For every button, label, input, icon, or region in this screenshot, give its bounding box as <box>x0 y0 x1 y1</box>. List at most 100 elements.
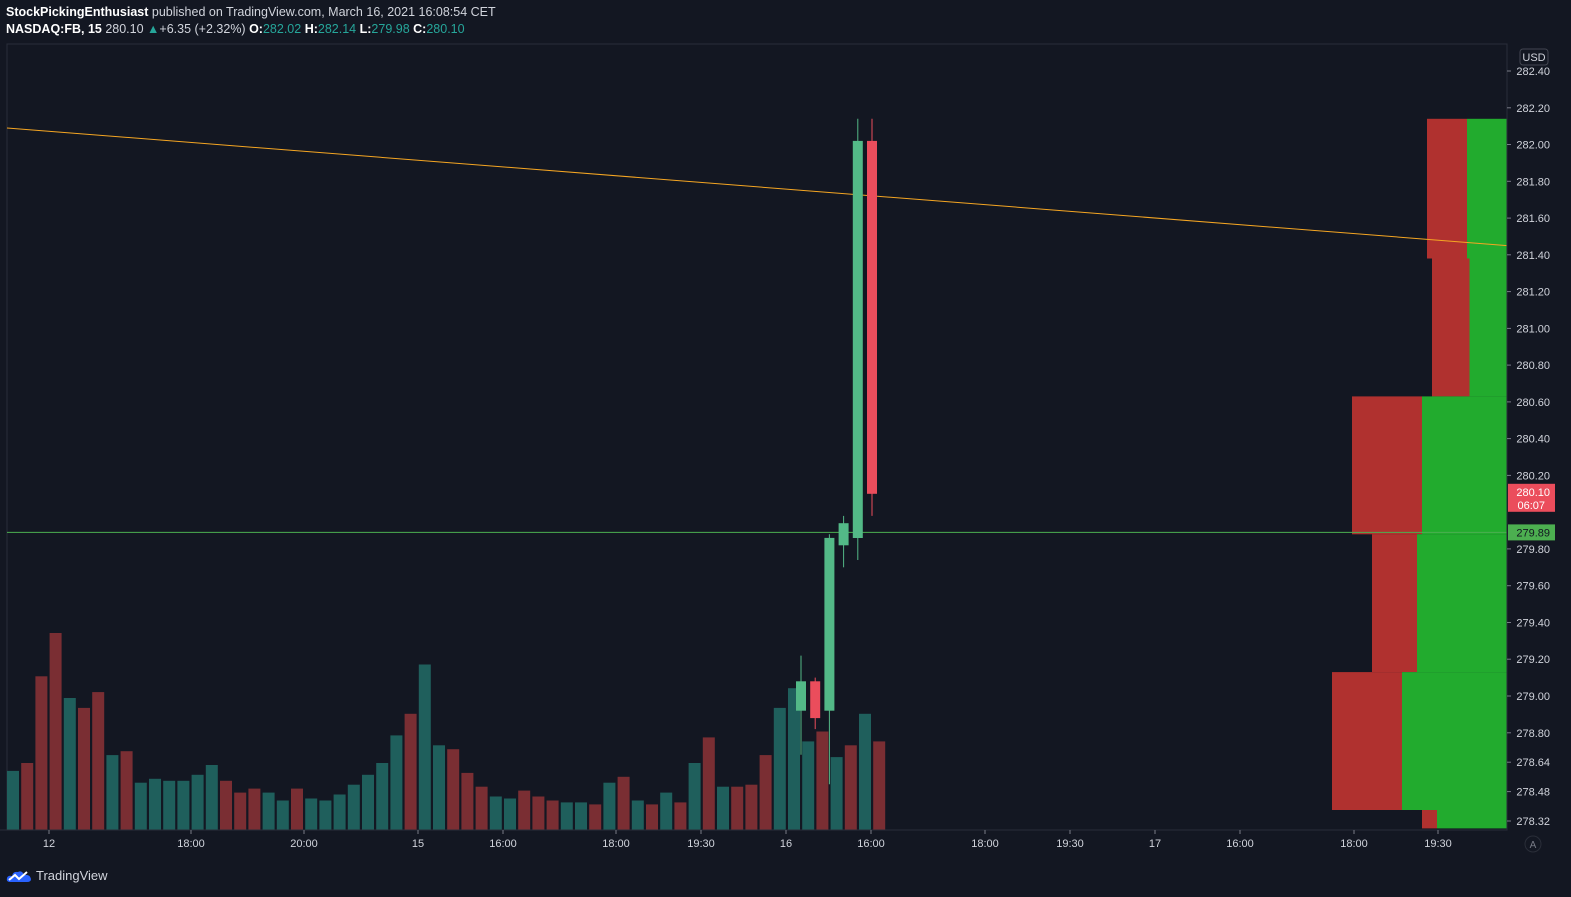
tradingview-logo[interactable]: TradingView <box>6 868 108 883</box>
volume-bar <box>461 772 474 830</box>
price-tick-label: 279.20 <box>1516 654 1550 666</box>
time-tick-label: 12 <box>43 838 55 850</box>
price-tick-label: 281.40 <box>1516 250 1550 262</box>
auto-scale-button[interactable] <box>1524 835 1542 853</box>
volume-bar <box>532 796 545 830</box>
volume-bar <box>660 792 673 830</box>
time-tick-label: 19:30 <box>1056 838 1084 850</box>
time-tick-label: 16:00 <box>857 838 885 850</box>
volume-bar <box>830 757 843 830</box>
volume-bar <box>475 786 488 830</box>
volume-bar <box>21 763 34 830</box>
volume-profile-down <box>1427 118 1467 259</box>
last-price-label: 280.10 <box>1516 487 1550 499</box>
volume-bar <box>347 784 360 830</box>
volume-profile <box>1332 118 1507 829</box>
price-tick-label: 282.20 <box>1516 103 1550 115</box>
volume-bar <box>674 802 687 830</box>
volume-profile-up <box>1437 810 1507 829</box>
volume-bar <box>49 633 62 830</box>
volume-bar <box>518 790 531 830</box>
volume-bar <box>163 780 176 831</box>
volume-profile-down <box>1422 810 1437 829</box>
time-tick-label: 18:00 <box>602 838 630 850</box>
volume-profile-up <box>1467 118 1507 259</box>
volume-bar <box>248 788 261 830</box>
price-tick-label: 281.60 <box>1516 213 1550 225</box>
time-tick-label: 19:30 <box>687 838 715 850</box>
candle-body[interactable] <box>810 681 821 719</box>
last-price: 280.10 <box>105 22 144 36</box>
published-text: published on TradingView.com, March 16, … <box>151 5 496 19</box>
volume-bar <box>234 792 247 830</box>
volume-bar <box>305 798 318 830</box>
symbol-line: NASDAQ:FB, 15 280.10 ▲+6.35 (+2.32%) O:2… <box>6 21 496 38</box>
volume-bar <box>489 796 502 830</box>
volume-profile-up <box>1402 672 1507 810</box>
price-tick-label: 280.20 <box>1516 470 1550 482</box>
volume-bar <box>376 763 389 830</box>
price-tick-label: 278.48 <box>1516 787 1550 799</box>
volume-bar <box>844 745 857 830</box>
volume-bar <box>276 800 289 830</box>
volume-bar <box>134 782 147 830</box>
volume-bar <box>759 755 772 830</box>
volume-profile-down <box>1372 534 1417 673</box>
price-tick-label: 279.60 <box>1516 581 1550 593</box>
volume-bar <box>788 688 800 830</box>
volume-bar <box>688 763 701 830</box>
author-name[interactable]: StockPickingEnthusiast <box>6 5 149 19</box>
time-tick-label: 20:00 <box>290 838 318 850</box>
volume-bar <box>78 707 90 830</box>
volume-bar <box>177 780 190 831</box>
price-tick-label: 278.32 <box>1516 816 1550 828</box>
time-tick-label: 18:00 <box>1340 838 1368 850</box>
volume-profile-up <box>1422 396 1507 535</box>
volume-bar <box>745 784 758 830</box>
candle-body[interactable] <box>824 537 835 711</box>
price-tick-label: 279.40 <box>1516 618 1550 630</box>
volume-bar <box>773 707 786 830</box>
volume-bar <box>7 770 19 830</box>
open-label: O: <box>249 22 263 36</box>
low-label: L: <box>359 22 372 36</box>
time-axis[interactable]: 12 18:00 20:00 15 16:00 18:00 19:30 16 16:00 18:0… <box>0 829 1542 853</box>
high-label: H: <box>304 22 318 36</box>
volume-profile-up <box>1469 258 1507 397</box>
symbol-label[interactable]: NASDAQ:FB, 15 <box>6 22 102 36</box>
candle-body[interactable] <box>838 523 849 546</box>
price-tick-label: 280.80 <box>1516 360 1550 372</box>
price-change: +6.35 (+2.32%) <box>159 22 246 36</box>
tradingview-cloud-icon <box>6 870 32 882</box>
volume-bar <box>390 735 403 830</box>
tradingview-logo-text: TradingView <box>36 868 108 883</box>
high-value: 282.14 <box>317 22 357 36</box>
candle-body[interactable] <box>852 140 863 538</box>
time-tick-label: 18:00 <box>971 838 999 850</box>
price-tick-label: 282.40 <box>1516 66 1550 78</box>
volume-bar <box>546 800 559 830</box>
time-tick-label: 17 <box>1149 838 1161 850</box>
publish-line: StockPickingEnthusiast published on Trad… <box>6 4 496 21</box>
price-axis[interactable]: 282.40 282.20 282.00 281.80 281.60 281.40 281.… <box>1506 44 1571 830</box>
volume-bar <box>433 745 445 830</box>
volume-bar <box>35 676 48 830</box>
volume-bar <box>731 786 744 830</box>
time-tick-label: 16 <box>780 838 792 850</box>
volume-bar <box>702 737 715 830</box>
trendline[interactable] <box>6 127 1508 247</box>
candle-body[interactable] <box>796 681 806 711</box>
volume-bar <box>92 692 105 830</box>
hline-price-badge <box>1508 524 1555 541</box>
volume-bar <box>319 800 332 830</box>
volume-bar <box>631 800 644 830</box>
volume-bar <box>362 774 374 830</box>
currency-badge[interactable] <box>1519 48 1549 66</box>
volume-bar <box>191 774 204 830</box>
candle-body[interactable] <box>867 140 877 494</box>
volume-bar <box>802 741 815 831</box>
volume-bar <box>333 794 346 830</box>
time-tick-label: 19:30 <box>1424 838 1452 850</box>
price-tick-label: 282.00 <box>1516 140 1550 152</box>
